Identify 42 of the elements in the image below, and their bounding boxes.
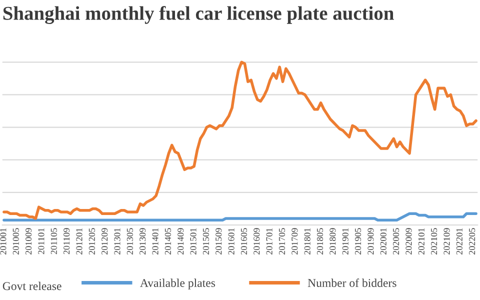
- x-tick-label: 201105: [50, 228, 57, 254]
- x-tick-label: 201901: [342, 228, 348, 254]
- x-tick-label: 201905: [354, 228, 362, 254]
- x-tick-label: 201109: [64, 228, 70, 254]
- x-tick-label: 201209: [102, 228, 108, 254]
- x-tick-label: 201505: [202, 228, 209, 254]
- x-tick-label: 201501: [190, 228, 196, 254]
- x-tick-label: 202101: [418, 228, 424, 254]
- x-tick-label: 201705: [278, 228, 286, 254]
- x-tick-label: 201509: [216, 228, 222, 254]
- x-tick-label: 202105: [431, 228, 438, 254]
- x-tick-label: 201801: [304, 228, 310, 254]
- x-tick-label: 201001: [0, 228, 6, 254]
- x-tick-label: 202005: [392, 228, 400, 254]
- text: Govt release: [2, 282, 62, 290]
- x-tick-label: 201009: [25, 228, 32, 254]
- x-tick-label: 201305: [126, 228, 133, 254]
- chart-title: Shanghai monthly fuel car license plate auction: [3, 6, 394, 24]
- x-tick-label: 202009: [406, 228, 412, 254]
- x-tick-label: 201601: [228, 228, 234, 254]
- x-tick-label: 201405: [164, 228, 171, 254]
- x-tick-label: 201605: [240, 228, 248, 254]
- x-tick-label: 201709: [292, 228, 298, 254]
- x-tick-label: 201401: [152, 228, 158, 254]
- x-tick-label: 201301: [114, 228, 120, 254]
- x-tick-label: 202001: [380, 228, 386, 254]
- x-tick-label: 201205: [88, 228, 95, 254]
- x-tick-label: 201005: [12, 228, 19, 254]
- x-tick-label: 202201: [456, 228, 462, 254]
- x-tick-label: 201609: [254, 228, 260, 254]
- x-tick-label: 202205: [469, 228, 476, 254]
- legend-label: Available plates: [140, 278, 216, 290]
- x-tick-label: 201805: [316, 228, 324, 254]
- x-tick-label: 201309: [140, 228, 146, 254]
- x-tick-label: 201101: [38, 228, 44, 254]
- x-tick-label: 201701: [266, 228, 272, 254]
- x-tick-label: 201809: [330, 228, 336, 254]
- x-tick-label: 202109: [444, 228, 450, 254]
- x-tick-label: 201909: [368, 228, 374, 254]
- x-tick-label: 201409: [178, 228, 184, 254]
- x-tick-label: 201201: [76, 228, 82, 254]
- legend-label: Number of bidders: [308, 278, 396, 287]
